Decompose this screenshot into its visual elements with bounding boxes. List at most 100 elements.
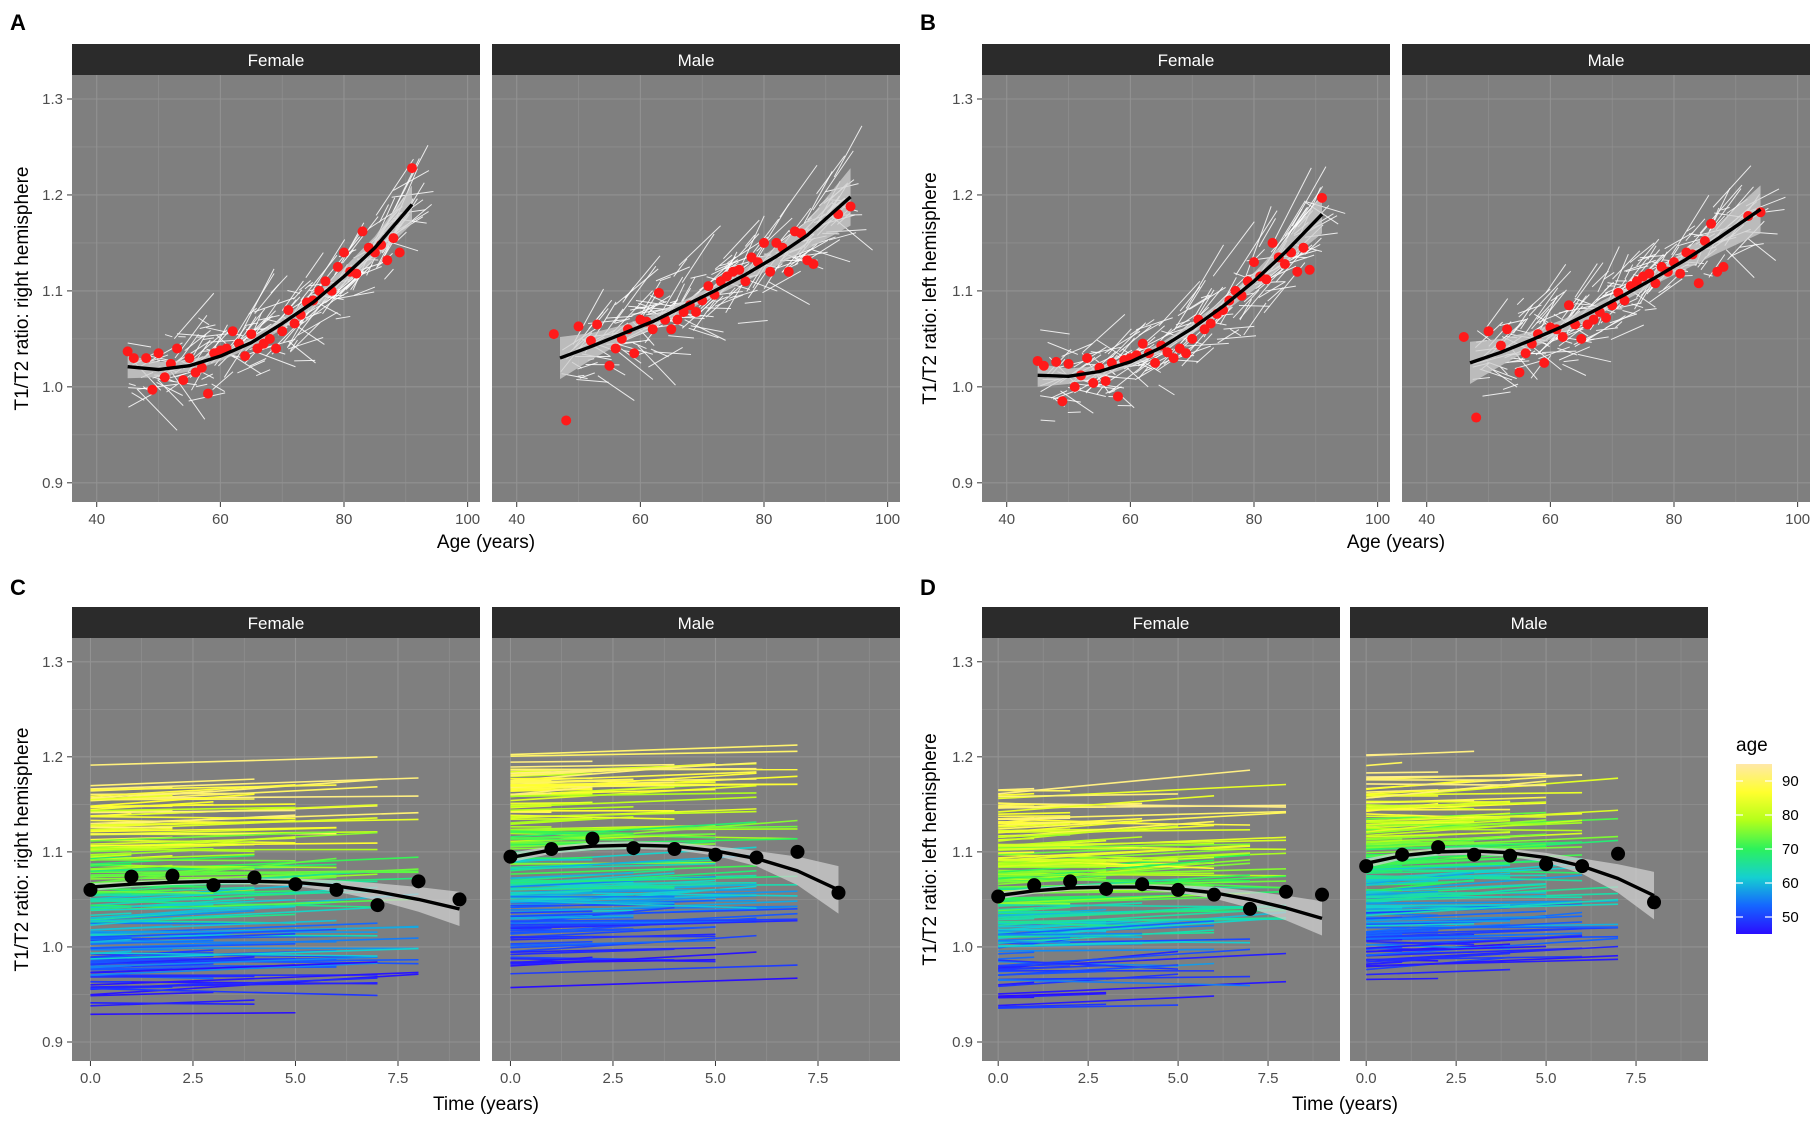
subject-trajectory [737, 319, 768, 324]
subject-trajectory [90, 853, 255, 861]
subject-trajectory [579, 372, 595, 379]
mean-point [691, 307, 701, 318]
data-layer [122, 145, 434, 431]
subject-trajectory [1366, 819, 1583, 837]
subject-trajectory [705, 307, 732, 310]
x-tick-label: 7.5 [388, 1070, 409, 1087]
subject-trajectory [1232, 289, 1260, 319]
mean-point [332, 261, 343, 272]
facet-strip [492, 607, 900, 638]
x-tick-label: 60 [212, 511, 229, 528]
subject-trajectory [998, 936, 1071, 942]
subject-trajectory [1366, 932, 1583, 940]
subject-trajectory [614, 318, 630, 324]
subject-trajectory [998, 839, 1287, 847]
subject-trajectory [510, 786, 593, 796]
x-tick-label: 80 [1246, 511, 1263, 528]
mean-point [1249, 257, 1259, 268]
subject-trajectory [90, 947, 419, 960]
mean-point [394, 247, 405, 258]
facet-male: Male 0.0 2.5 5.0 7.5 [1350, 607, 1708, 1087]
mean-point [678, 307, 689, 318]
legend-tick-label: 80 [1782, 807, 1799, 824]
subject-trajectory [90, 778, 255, 787]
subject-trajectory [812, 150, 854, 211]
x-tick-label: 60 [1542, 511, 1559, 528]
subject-trajectory [998, 820, 1143, 834]
subject-trajectory [510, 962, 552, 965]
y-axis-title: T1/T2 ratio: right hemisphere [12, 728, 33, 972]
mean-point [1502, 324, 1513, 335]
subject-trajectory [1591, 270, 1609, 288]
subject-trajectory [577, 374, 585, 377]
subject-trajectory [300, 254, 338, 301]
mean-point [1261, 274, 1272, 285]
subject-trajectory [1230, 328, 1242, 337]
x-tick-label: 7.5 [1258, 1070, 1279, 1087]
subject-trajectory [684, 319, 726, 341]
subject-trajectory [1366, 821, 1475, 833]
subject-trajectory [199, 324, 216, 330]
subject-trajectory [173, 292, 215, 340]
subject-trajectory [1366, 864, 1511, 871]
subject-trajectory [998, 811, 1071, 816]
subject-trajectory [1366, 927, 1583, 939]
mean-point [283, 305, 294, 316]
x-tick-label: 100 [455, 511, 480, 528]
subject-trajectory [1200, 294, 1210, 299]
subject-trajectory [1158, 384, 1175, 396]
mean-point [672, 314, 683, 325]
mean-point [452, 892, 467, 907]
plot-panel [492, 75, 900, 502]
mean-point [178, 375, 189, 386]
subject-trajectory [391, 191, 434, 198]
mean-point [1168, 353, 1179, 364]
subject-trajectory [176, 373, 186, 378]
subject-trajectory [90, 863, 132, 867]
subject-trajectory [510, 872, 634, 879]
subject-trajectory [510, 946, 716, 953]
subject-trajectory [90, 866, 132, 870]
subject-trajectory [90, 853, 132, 858]
x-tick-label: 0.0 [988, 1070, 1009, 1087]
mean-point [407, 163, 417, 174]
x-tick-label: 0.0 [500, 1070, 521, 1087]
facet-strip [492, 44, 900, 75]
plot-panel [1402, 75, 1810, 502]
subject-trajectory [1624, 264, 1634, 280]
subject-trajectory [1129, 324, 1146, 336]
subject-trajectory [685, 313, 714, 318]
subject-trajectory [1061, 343, 1093, 357]
subject-trajectory [335, 315, 351, 320]
subject-trajectory [510, 814, 675, 820]
subject-trajectory [998, 902, 1143, 911]
subject-trajectory [170, 371, 206, 420]
subject-trajectory [510, 926, 716, 935]
subject-trajectory [510, 977, 798, 989]
subject-trajectory [1366, 800, 1511, 803]
subject-trajectory [1575, 303, 1590, 306]
subject-trajectory [90, 906, 132, 910]
subject-trajectory [90, 806, 296, 812]
subject-trajectory [1366, 860, 1547, 869]
subject-trajectory [1671, 194, 1710, 256]
facet-female: Female 0.9 1.0 1.1 1.2 1.3 40 60 80 100 [42, 44, 480, 528]
subject-trajectory [1366, 833, 1547, 845]
subject-trajectory [1271, 167, 1312, 246]
mean-point [1113, 391, 1123, 402]
mean-point [561, 415, 572, 426]
mean-point [1718, 261, 1729, 272]
subject-trajectory [300, 300, 333, 326]
subject-trajectory [998, 851, 1035, 854]
subject-trajectory [1047, 341, 1079, 355]
subject-trajectory [90, 893, 419, 920]
mean-point [1088, 378, 1099, 389]
facet-female: Female 0.9 1.0 1.1 1.2 1.3 0.0 2.5 5.0 7.5 [952, 607, 1340, 1087]
subject-trajectory [1518, 288, 1551, 318]
mean-point [765, 266, 776, 277]
subject-trajectory [998, 822, 1071, 828]
subject-trajectory [998, 1004, 1179, 1009]
subject-trajectory [1144, 367, 1152, 372]
subject-trajectory [1538, 346, 1570, 360]
subject-trajectory [1366, 945, 1547, 953]
